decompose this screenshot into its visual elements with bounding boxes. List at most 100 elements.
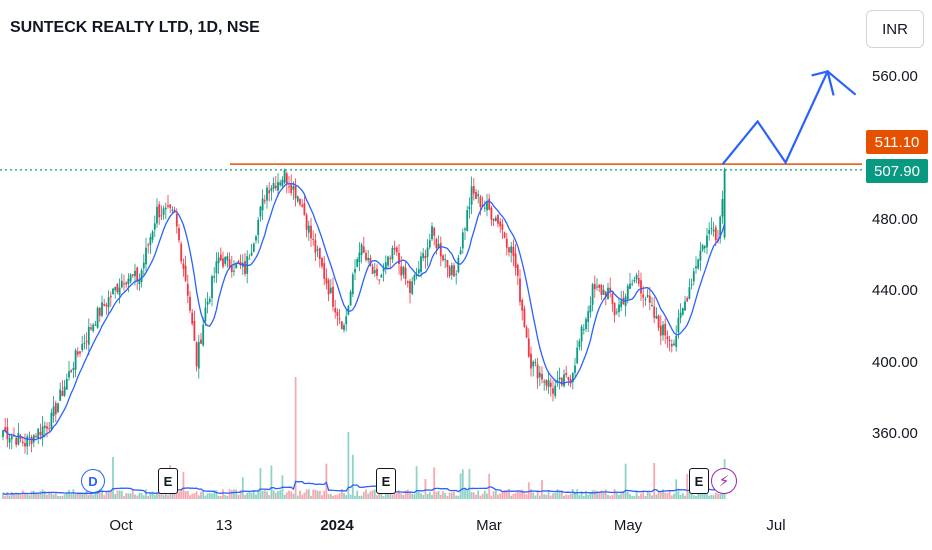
candle-body <box>134 270 136 277</box>
candle-body <box>541 374 543 380</box>
volume-bar <box>668 490 671 499</box>
candle-body <box>376 268 378 276</box>
dividend-marker[interactable]: D <box>81 469 105 493</box>
candle-body <box>292 186 295 190</box>
candle-body <box>358 252 361 263</box>
candle-body <box>494 217 497 221</box>
candle-body <box>279 182 282 186</box>
volume-bar <box>453 491 455 499</box>
volume-bar <box>468 469 471 499</box>
candle-body <box>92 324 95 332</box>
earnings-marker[interactable]: E <box>376 468 396 494</box>
candle-body <box>206 301 209 305</box>
candle-body <box>268 190 271 194</box>
candle-body <box>96 307 99 328</box>
candle-body <box>637 278 640 284</box>
volume-bar <box>589 492 592 499</box>
earnings-marker[interactable]: E <box>689 468 709 494</box>
candle-body <box>167 205 169 207</box>
volume-bar <box>255 494 257 499</box>
candle-body <box>692 271 695 282</box>
volume-bar <box>373 489 376 499</box>
moving-average-line <box>3 183 726 441</box>
candle-body <box>406 281 409 284</box>
candle-body <box>677 317 680 333</box>
volume-bar <box>637 495 640 499</box>
volume-bar <box>129 493 132 499</box>
volume-bar <box>338 493 341 499</box>
candle-body <box>81 343 84 351</box>
candle-body <box>675 335 678 347</box>
volume-bar <box>288 490 290 499</box>
candle-body <box>301 204 304 207</box>
volume-bar <box>556 489 559 499</box>
candle-body <box>327 280 330 295</box>
candle-body <box>50 412 53 430</box>
volume-bar <box>607 494 609 499</box>
volume-bar <box>459 473 462 499</box>
candle-body <box>46 426 48 429</box>
candle-body <box>244 261 246 275</box>
candle-body <box>63 386 66 396</box>
candle-body <box>668 339 671 342</box>
volume-bar <box>10 491 13 499</box>
earnings-marker[interactable]: E <box>158 468 178 494</box>
candle-body <box>211 276 213 299</box>
candle-body <box>695 266 697 269</box>
candle-body <box>24 442 26 447</box>
volume-bar <box>303 492 306 499</box>
volume-bar <box>233 489 235 499</box>
volume-bar <box>349 494 352 499</box>
candle-body <box>182 263 185 269</box>
volume-bar <box>461 469 464 499</box>
volume-bar <box>439 494 442 499</box>
volume-bar <box>378 490 381 499</box>
candle-body <box>184 265 187 281</box>
volume-bar <box>178 491 180 499</box>
candle-body <box>305 214 308 230</box>
volume-bar <box>241 477 244 499</box>
volume-bar <box>719 493 722 499</box>
volume-bar <box>195 491 198 499</box>
candle-body <box>400 266 403 276</box>
currency-button[interactable]: INR <box>866 10 924 48</box>
volume-bar <box>519 490 521 499</box>
volume-bar <box>85 491 88 499</box>
candle-body <box>272 183 275 189</box>
volume-bar <box>193 493 196 499</box>
y-tick-label: 480.00 <box>872 211 918 228</box>
candle-body <box>340 321 343 330</box>
volume-bar <box>712 495 715 499</box>
candle-body <box>28 436 31 438</box>
volume-bar <box>336 494 339 499</box>
candle-body <box>125 282 128 285</box>
volume-bar <box>329 493 332 499</box>
candle-body <box>57 403 59 412</box>
candle-body <box>290 184 293 194</box>
candle-body <box>116 284 119 293</box>
candle-body <box>140 270 143 282</box>
volume-bar <box>211 493 213 499</box>
volume-bar <box>549 495 552 499</box>
volume-bar <box>714 492 717 499</box>
candle-body <box>8 438 11 443</box>
candle-body <box>536 364 539 379</box>
volume-bar <box>343 493 345 499</box>
candle-body <box>455 273 458 275</box>
candle-body <box>472 186 475 194</box>
volume-bar <box>580 491 583 499</box>
lightning-icon[interactable]: ⚡ <box>711 468 737 494</box>
volume-bar <box>677 490 680 499</box>
candle-body <box>648 295 651 303</box>
candle-body <box>191 312 194 324</box>
volume-bar <box>277 491 279 499</box>
volume-bar <box>644 495 647 499</box>
candle-body <box>613 302 616 316</box>
volume-bar <box>554 493 557 499</box>
candle-body <box>10 436 13 440</box>
volume-bar <box>684 495 686 499</box>
volume-bar <box>433 467 436 499</box>
candle-body <box>435 239 438 249</box>
candle-body <box>338 318 341 320</box>
